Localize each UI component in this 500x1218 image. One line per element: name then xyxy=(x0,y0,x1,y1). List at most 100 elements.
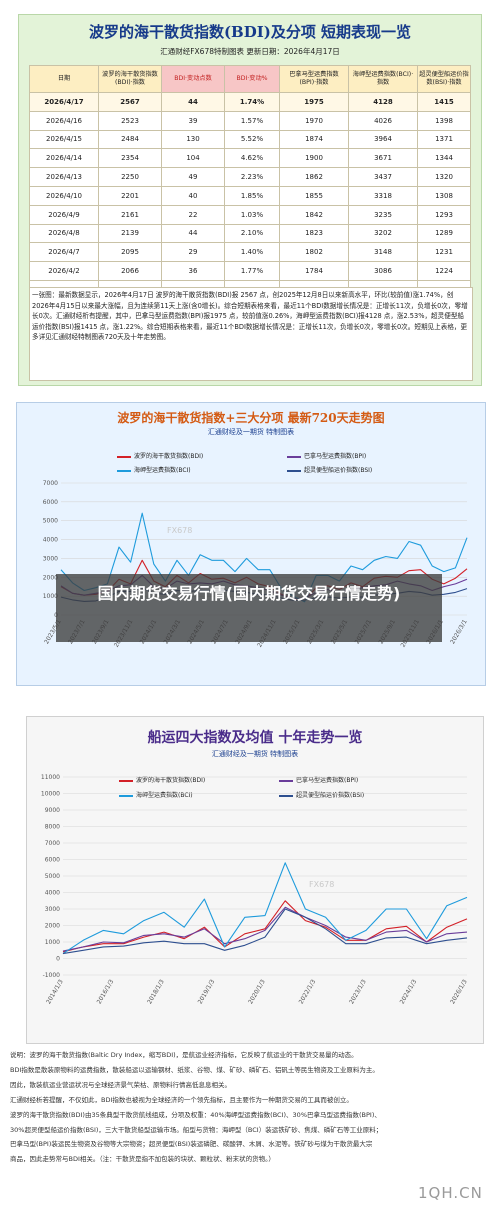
table-cell: 2161 xyxy=(98,204,162,225)
y-tick-label: 5000 xyxy=(45,873,60,880)
footer-notes: 说明：波罗的海干散货指数(Baltic Dry Index，缩写BDI)，是航运… xyxy=(10,1048,494,1167)
table-cell: 1855 xyxy=(279,185,349,206)
table-row: 2026/4/17 2567 44 1.74% 1975 4128 1415 xyxy=(29,92,471,112)
table-cell: 2026/4/16 xyxy=(29,110,99,131)
y-tick-label: 8000 xyxy=(45,824,60,831)
x-tick-label: 2023/1/3 xyxy=(348,978,368,1005)
legend-item: 海岬型运费指数(BCI) xyxy=(119,790,193,799)
chart1-subtitle: 汇通财经及一期货 特制图表 xyxy=(207,428,295,436)
table-cell: 44 xyxy=(161,92,225,112)
table-cell: 2139 xyxy=(98,223,162,244)
y-tick-label: 11000 xyxy=(41,774,60,781)
series-line xyxy=(62,908,468,955)
table-row: 2026/4/15 2484 130 5.52% 1874 3964 1371 xyxy=(29,129,471,150)
y-tick-label: 6000 xyxy=(43,499,58,506)
table-cell: 1784 xyxy=(279,261,349,281)
table-cell: 1802 xyxy=(279,242,349,263)
footer-line: BDI指数是散装原物料的运费指数，散装船运以运输钢材、纸浆、谷物、煤、矿砂、磷矿… xyxy=(10,1065,379,1074)
table-row: 2026/4/7 2095 29 1.40% 1802 3148 1231 xyxy=(29,242,471,263)
table-cell: 3235 xyxy=(348,204,418,225)
table-cell: 2026/4/14 xyxy=(29,148,99,169)
legend-item: 超灵便型船运价指数(BSI) xyxy=(287,465,372,474)
table-cell: 2523 xyxy=(98,110,162,131)
summary-note: 一张图：最新数据显示，2026年4月17日 波罗的海干散货指数(BDI)报 25… xyxy=(29,287,473,381)
chart-720-day-panel: 波罗的海干散货指数+三大分项 最新720天走势图 汇通财经及一期货 特制图表 波… xyxy=(16,402,486,686)
table-cell: 1.74% xyxy=(224,92,280,112)
footer-line: 汇通财经析若提醒，不仅如此，BDI指数也被视为全球经济的一个领先指标，且主要作为… xyxy=(10,1095,353,1104)
y-tick-label: 2000 xyxy=(43,574,58,581)
table-cell: 3148 xyxy=(348,242,418,263)
y-tick-label: 4000 xyxy=(45,890,60,897)
table-cell: 2567 xyxy=(98,92,162,112)
table-cell: 49 xyxy=(161,167,225,187)
table-cell: 2066 xyxy=(98,261,162,281)
y-tick-label: -1000 xyxy=(43,972,61,979)
footer-line: 商品，因此走势常与BDI相关。（注：干散货是指不加包装的块状、颗粒状、粉末状的货… xyxy=(10,1155,275,1164)
column-header: 超灵便型船运价指数(BSI)·指数 xyxy=(417,65,471,93)
y-tick-label: 3000 xyxy=(45,906,60,913)
table-cell: 2201 xyxy=(98,185,162,206)
table-cell: 3318 xyxy=(348,185,418,206)
x-tick-label: 2014/1/3 xyxy=(45,978,65,1005)
table-cell: 29 xyxy=(161,242,225,263)
column-header: 巴拿马型运费指数(BPI)·指数 xyxy=(279,65,349,93)
table-cell: 40 xyxy=(161,185,225,206)
table-row: 2026/4/9 2161 22 1.03% 1842 3235 1293 xyxy=(29,204,471,225)
table-cell: 1970 xyxy=(279,110,349,131)
y-tick-label: 1000 xyxy=(43,593,58,600)
series-line xyxy=(60,512,468,603)
table-cell: 130 xyxy=(161,129,225,150)
table-cell: 2026/4/17 xyxy=(29,92,99,112)
table-cell: 1900 xyxy=(279,148,349,169)
table-cell: 2.23% xyxy=(224,167,280,187)
series-line xyxy=(62,906,468,952)
column-header: 海岬型运费指数(BCI)·指数 xyxy=(348,65,418,93)
table-cell: 2095 xyxy=(98,242,162,263)
chart2-title: 船运四大指数及均值 十年走势一览 xyxy=(147,730,363,746)
table-cell: 1293 xyxy=(417,204,471,225)
x-tick-label: 2016/1/3 xyxy=(96,978,116,1005)
line-chart-720-day: FX678 010002000300040005000600070002023/… xyxy=(43,480,469,649)
table-cell: 3202 xyxy=(348,223,418,244)
y-tick-label: 2000 xyxy=(45,923,60,930)
chart-watermark: FX678 xyxy=(309,880,334,889)
x-tick-label: 2018/1/3 xyxy=(146,978,166,1005)
table-cell: 4128 xyxy=(348,92,418,112)
table-cell: 3671 xyxy=(348,148,418,169)
table-cell: 1862 xyxy=(279,167,349,187)
footer-line: 30%超灵便型船运价指数(BSI)，三大干散货船型运输市场。船型与货物：海岬型（… xyxy=(10,1125,383,1134)
table-row: 2026/4/14 2354 104 4.62% 1900 3671 1344 xyxy=(29,148,471,169)
chart1-title: 波罗的海干散货指数+三大分项 最新720天走势图 xyxy=(117,411,385,425)
column-header: 波罗的海干散货指数(BDI)·指数 xyxy=(98,65,162,93)
table-cell: 1415 xyxy=(417,92,471,112)
table-cell: 4.62% xyxy=(224,148,280,169)
bdi-table: 日期 波罗的海干散货指数(BDI)·指数 BDI·变动点数 BDI·变动% 巴拿… xyxy=(29,65,471,300)
table-cell: 1308 xyxy=(417,185,471,206)
y-tick-label: 0 xyxy=(56,956,60,963)
table-cell: 1975 xyxy=(279,92,349,112)
table-cell: 1398 xyxy=(417,110,471,131)
table-header-row: 日期 波罗的海干散货指数(BDI)·指数 BDI·变动点数 BDI·变动% 巴拿… xyxy=(29,65,471,93)
table-row: 2026/4/2 2066 36 1.77% 1784 3086 1224 xyxy=(29,261,471,281)
table-cell: 3086 xyxy=(348,261,418,281)
table-cell: 1.03% xyxy=(224,204,280,225)
table-cell: 3437 xyxy=(348,167,418,187)
table-cell: 1823 xyxy=(279,223,349,244)
table-cell: 4026 xyxy=(348,110,418,131)
table-subtitle: 汇通财经FX678特制图表 更新日期：2026年4月17日 xyxy=(160,47,340,56)
table-cell: 2484 xyxy=(98,129,162,150)
y-tick-label: 7000 xyxy=(45,840,60,847)
table-cell: 22 xyxy=(161,204,225,225)
y-tick-label: 1000 xyxy=(45,939,60,946)
table-row: 2026/4/10 2201 40 1.85% 1855 3318 1308 xyxy=(29,185,471,206)
headline-text: 国内期货交易行情(国内期货交易行情走势) xyxy=(97,584,401,603)
legend-item: 超灵便型船运价指数(BSI) xyxy=(279,790,364,799)
y-tick-label: 7000 xyxy=(43,480,58,487)
y-tick-label: 9000 xyxy=(45,807,60,814)
y-tick-label: 5000 xyxy=(43,518,58,525)
table-cell: 39 xyxy=(161,110,225,131)
y-tick-label: 3000 xyxy=(43,555,58,562)
chart-watermark: FX678 xyxy=(167,526,192,535)
footer-line: 因此，散装航运业营运状况与全球经济景气荣枯、原物料行情高低息息相关。 xyxy=(10,1080,231,1089)
headline-overlay: 国内期货交易行情(国内期货交易行情走势) xyxy=(56,574,442,642)
